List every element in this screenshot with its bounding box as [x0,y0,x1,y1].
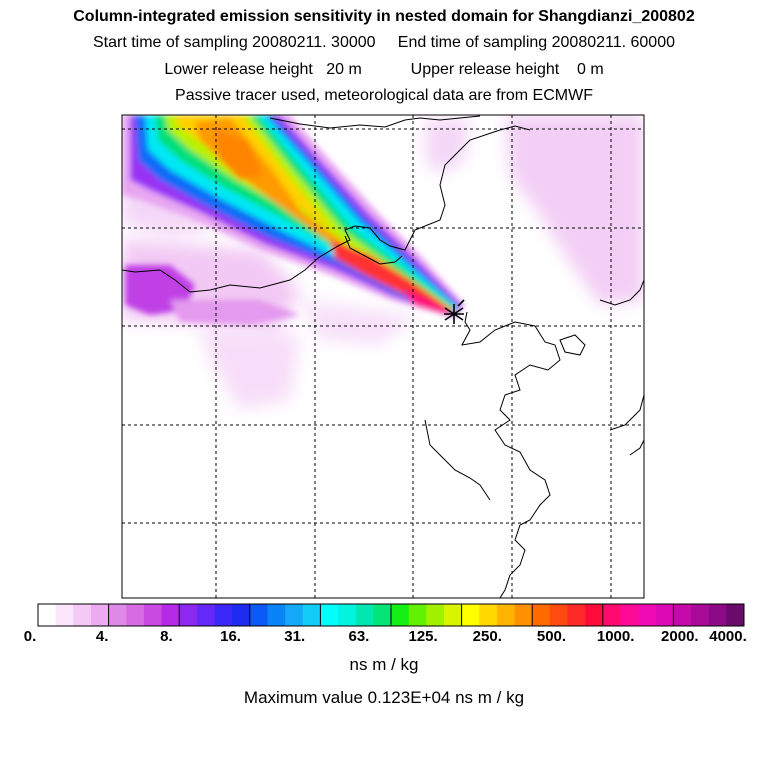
colorbar-cell [161,604,180,626]
colorbar-cell [55,604,74,626]
colorbar-units: ns m / kg [349,655,419,674]
colorbar-cell [214,604,233,626]
colorbar-cell [496,604,515,626]
colorbar [37,603,745,627]
sampling-times: Start time of sampling 20080211. 30000 E… [92,34,675,51]
colorbar-cell [549,604,568,626]
footprint-map [121,114,645,599]
colorbar-cell [196,604,215,626]
colorbar-cell [726,604,745,626]
colorbar-tick-label: 31. [284,628,306,645]
colorbar-tick-label: 500. [536,628,567,645]
colorbar-cell [373,604,392,626]
colorbar-cell [38,604,57,626]
colorbar-cell [232,604,251,626]
colorbar-tick-label: 63. [348,628,370,645]
colorbar-cell [567,604,586,626]
colorbar-cell [108,604,127,626]
colorbar-cell [355,604,374,626]
colorbar-cell [620,604,639,626]
colorbar-tick-label: 2000. [661,628,699,645]
receptor-marker-icon [444,299,465,324]
colorbar-tick-label: 1000. [596,628,635,645]
colorbar-cell [443,604,462,626]
colorbar-cell [179,604,198,626]
colorbar-cell [267,604,286,626]
colorbar-cell [673,604,692,626]
plot-title: Column-integrated emission sensitivity i… [73,8,695,25]
colorbar-cell [691,604,710,626]
map-frame [121,114,645,599]
colorbar-cell [90,604,109,626]
colorbar-cell [249,604,268,626]
colorbar-cell [638,604,657,626]
lat-lon-grid [122,115,644,598]
colorbar-cell [126,604,145,626]
release-heights: Lower release height 20 m Upper release … [164,61,604,78]
colorbar-cell [338,604,357,626]
colorbar-cell [285,604,304,626]
coastline [122,115,644,598]
colorbar-cell [320,604,339,626]
colorbar-cell [143,604,162,626]
colorbar-cell [73,604,92,626]
colorbar-cell [302,604,321,626]
colorbar-cell [514,604,533,626]
colorbar-cell [479,604,498,626]
tracer-note: Passive tracer used, meteorological data… [175,87,593,104]
colorbar-cell [426,604,445,626]
colorbar-tick-label: 16. [220,628,241,645]
colorbar-tick-label: 4000. [709,628,747,645]
maximum-value: Maximum value 0.123E+04 ns m / kg [243,688,525,707]
colorbar-cell [391,604,410,626]
colorbar-cell [408,604,427,626]
colorbar-tick-label: 8. [160,628,173,645]
colorbar-cell [532,604,551,626]
colorbar-cell [655,604,674,626]
colorbar-cell [708,604,727,626]
colorbar-tick-label: 125. [408,628,438,645]
colorbar-cell [602,604,621,626]
colorbar-tick-label: 4. [95,628,109,645]
colorbar-tick-label: 0. [23,628,37,645]
colorbar-tick-label: 250. [472,628,502,645]
colorbar-cell [461,604,480,626]
colorbar-cell [585,604,604,626]
